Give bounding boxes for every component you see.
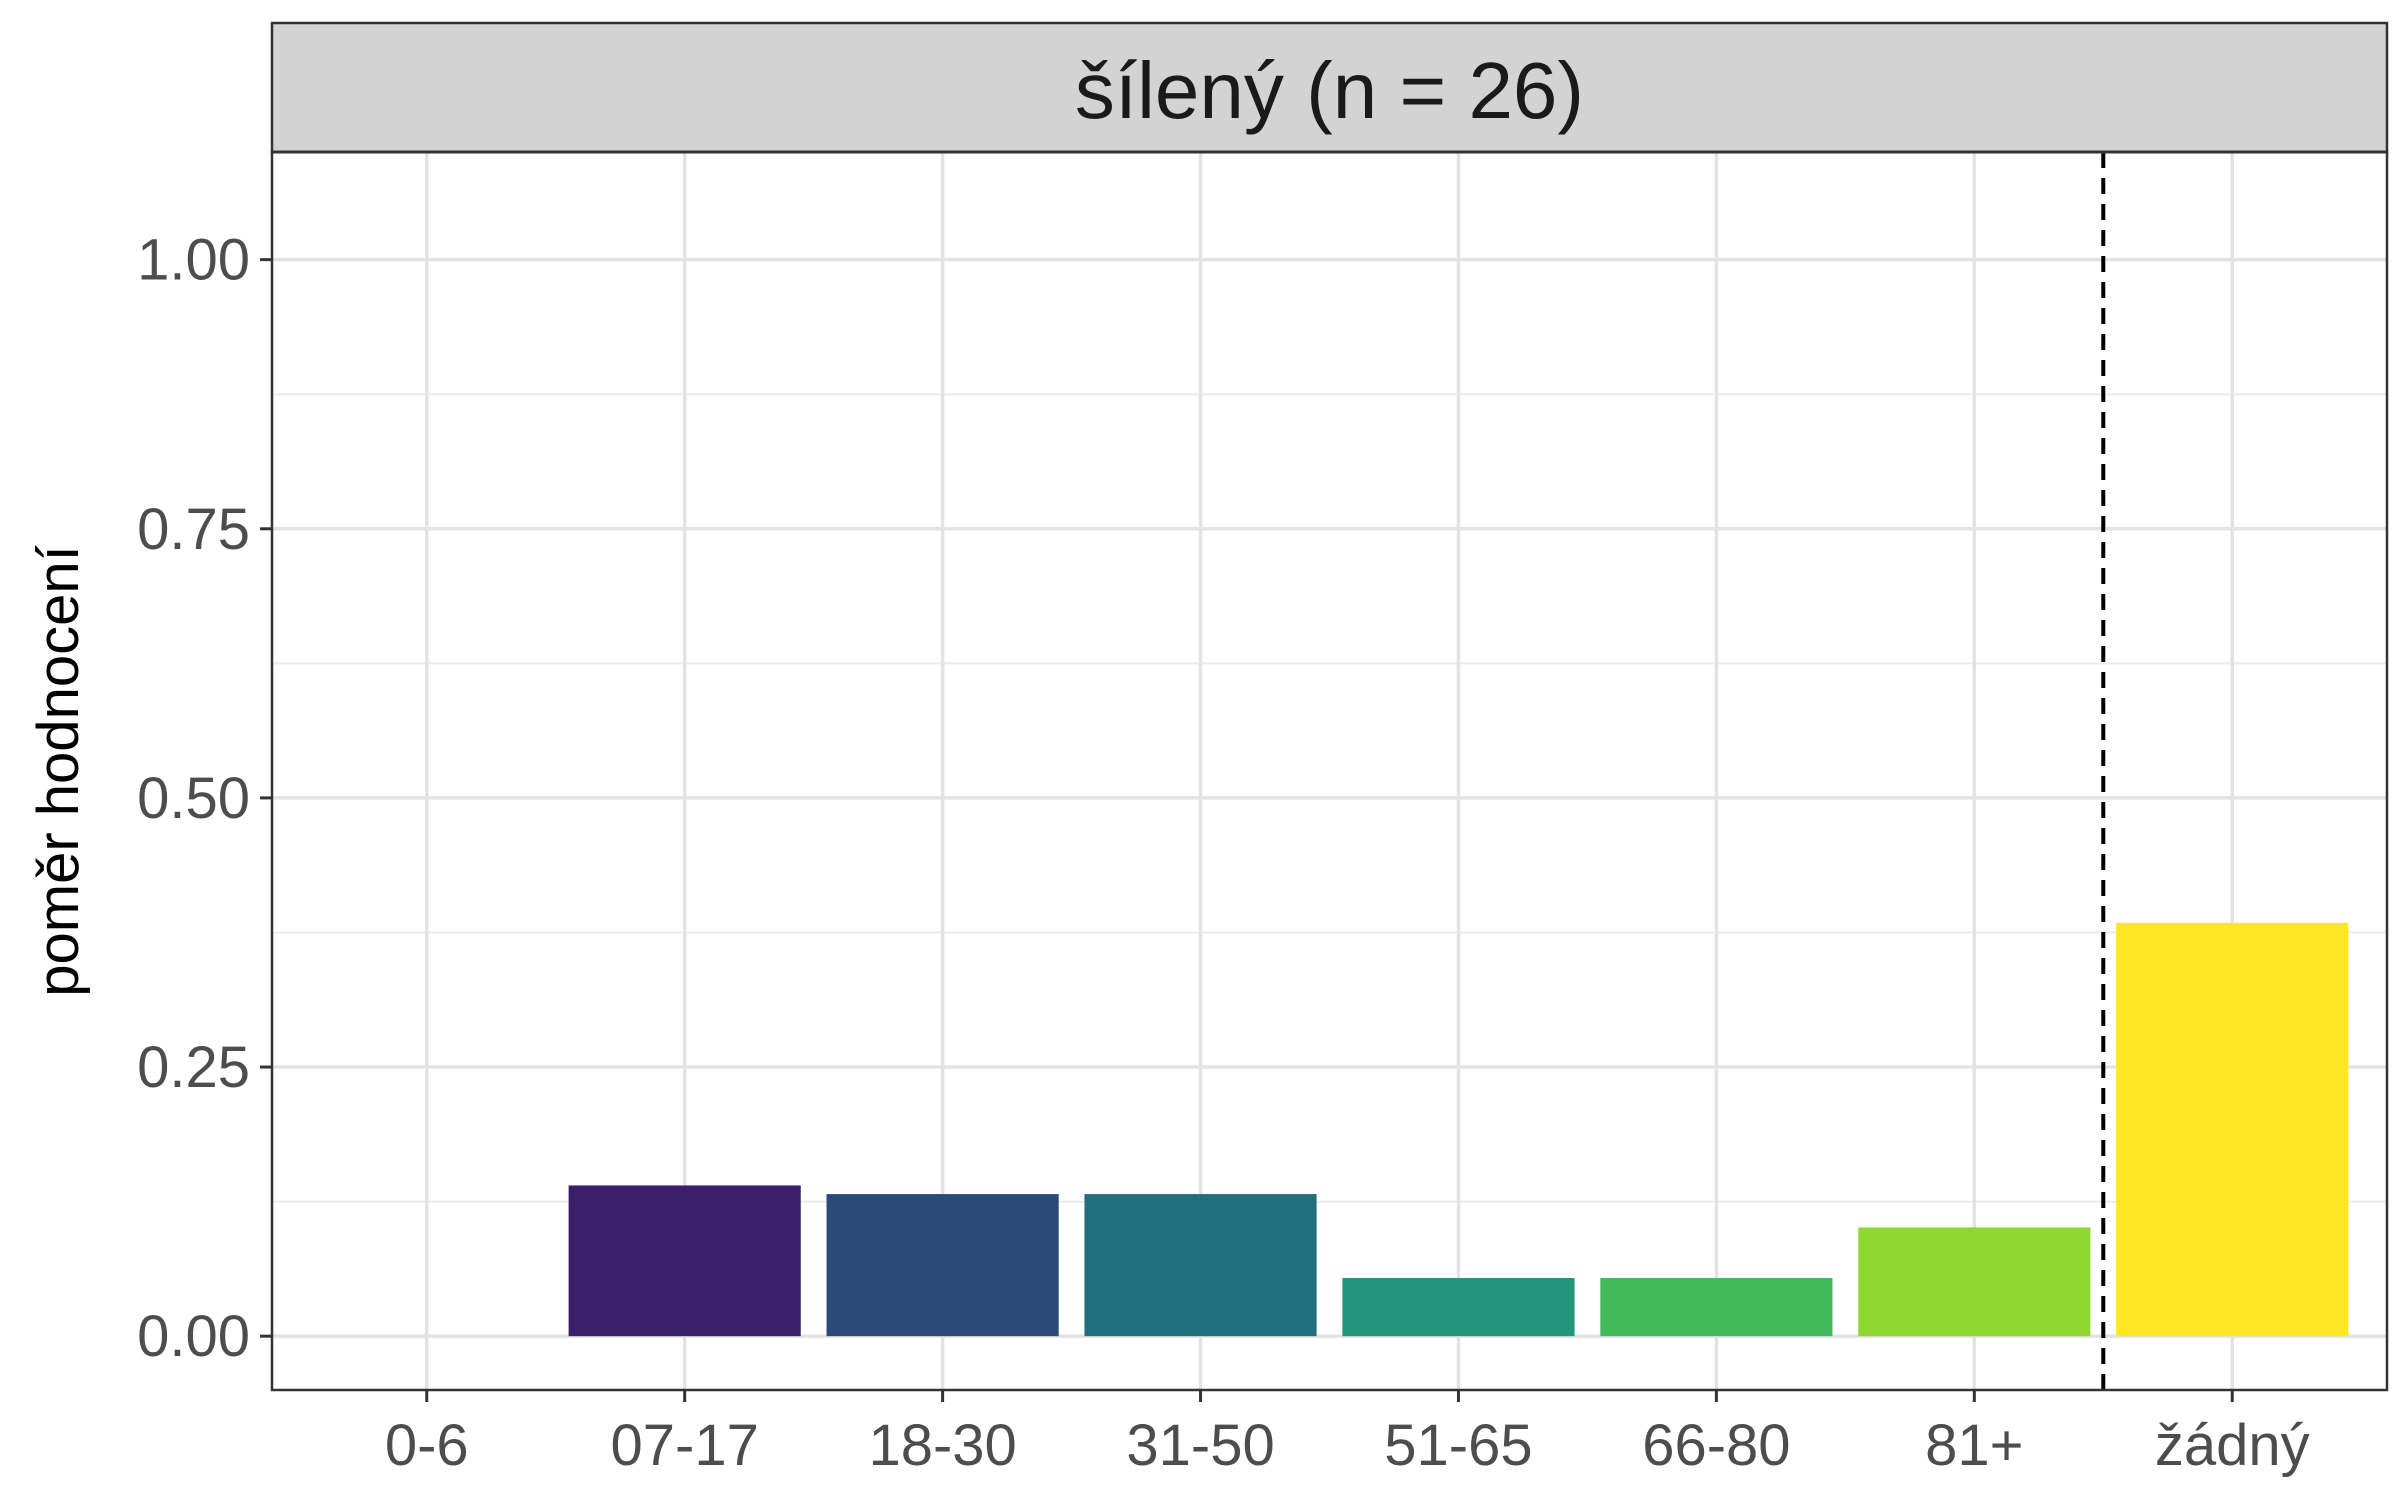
bars-group	[568, 922, 2349, 1337]
bar-18-30	[826, 1194, 1059, 1337]
y-tick-label: 0.25	[137, 1035, 250, 1100]
bar-51-65	[1342, 1278, 1575, 1337]
y-axis: 0.00 0.25 0.50 0.75 1.00	[137, 228, 272, 1369]
x-tick-label: 51-65	[1384, 1413, 1532, 1478]
x-tick-label: 18-30	[868, 1413, 1016, 1478]
bar-66-80	[1600, 1278, 1833, 1337]
x-tick-label: 66-80	[1642, 1413, 1790, 1478]
y-tick-label: 0.00	[137, 1304, 250, 1369]
y-tick-label: 1.00	[137, 228, 250, 293]
x-tick-label: 0-6	[385, 1413, 469, 1478]
x-tick-label: 81+	[1925, 1413, 2023, 1478]
bar-07-17	[568, 1185, 801, 1337]
panel-background	[272, 152, 2387, 1390]
x-tick-label: 31-50	[1126, 1413, 1274, 1478]
strip-background	[270, 21, 2389, 154]
y-tick-label: 0.50	[137, 766, 250, 831]
y-axis-title: poměr hodnocení	[26, 545, 91, 996]
x-tick-label: 07-17	[611, 1413, 759, 1478]
chart-title: šílený (n = 26)	[1075, 46, 1584, 135]
major-gridlines	[272, 152, 2387, 1390]
bar-31-50	[1084, 1194, 1317, 1337]
x-axis: 0-6 07-17 18-30 31-50 51-65 66-80 81+ žádný	[385, 1390, 2310, 1478]
bar-81+	[1858, 1227, 2091, 1337]
bar-žádný	[2116, 922, 2349, 1337]
x-tick-label: žádný	[2155, 1413, 2310, 1478]
y-tick-label: 0.75	[137, 497, 250, 562]
